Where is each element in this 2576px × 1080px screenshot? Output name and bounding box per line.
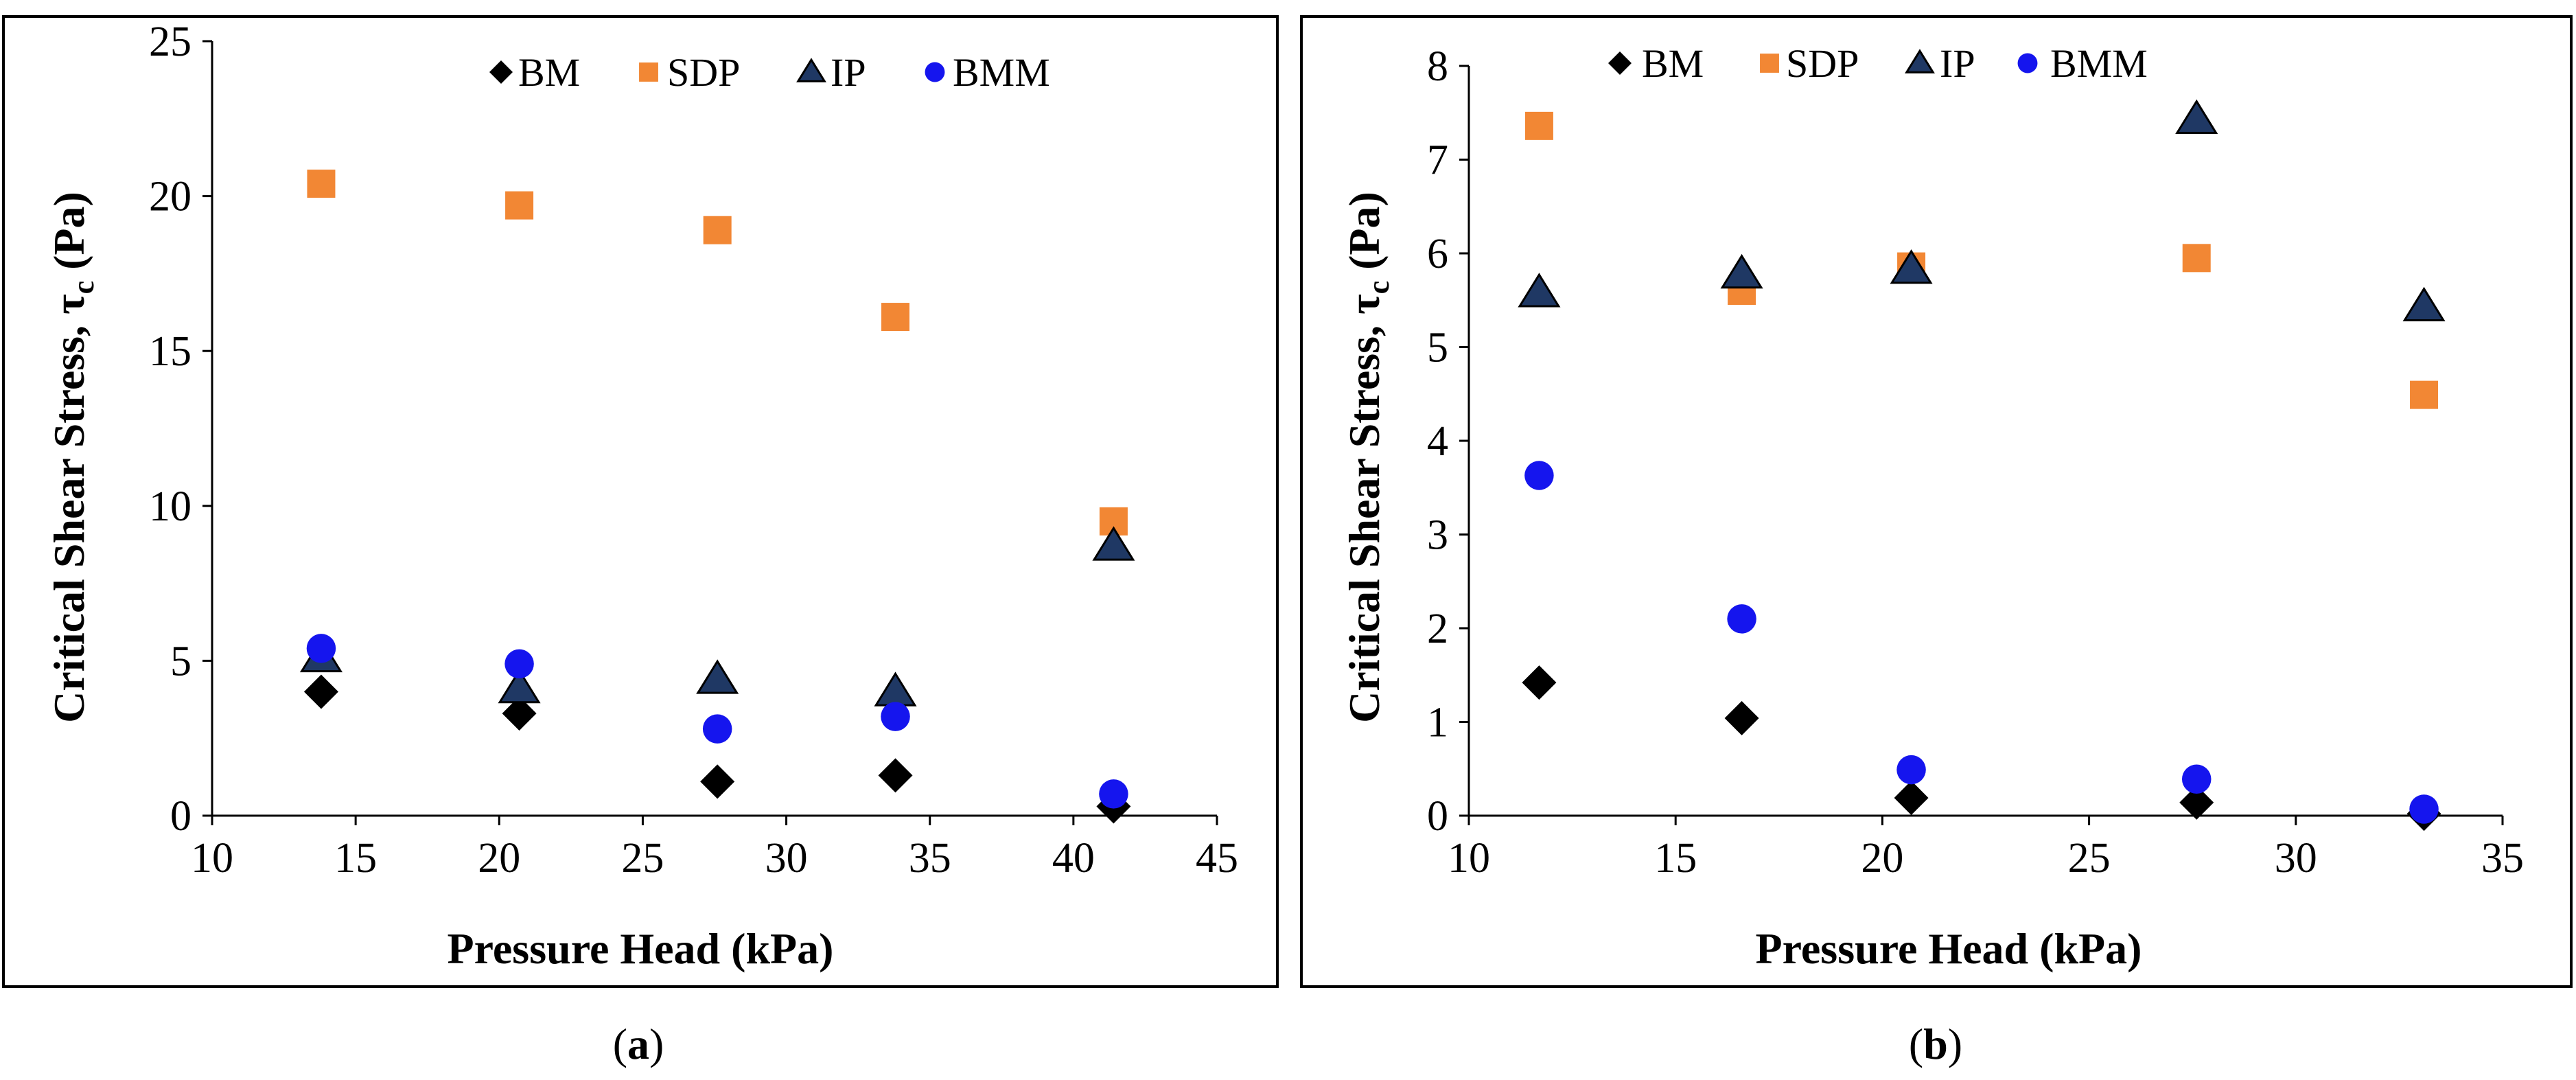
- marks-a: [299, 170, 1135, 824]
- x-tick-label: 35: [2481, 835, 2524, 882]
- point-bmm-b: [1524, 461, 1554, 490]
- x-tick-label: 15: [1654, 835, 1697, 882]
- point-bmm-a: [881, 702, 910, 731]
- point-sdp-b: [2410, 380, 2439, 409]
- y-tick-label: 3: [1427, 512, 1448, 559]
- legend-label-bm-b: BM: [1642, 41, 1704, 86]
- x-tick-label: 10: [191, 835, 233, 882]
- legend-marker-bm-b: [1608, 51, 1632, 75]
- point-ip-a: [874, 671, 917, 706]
- legend-marker-bmm-b: [2017, 53, 2038, 73]
- y-tick-label: 7: [1427, 137, 1448, 184]
- legend-marker-ip-a: [796, 58, 826, 82]
- point-sdp-b: [1524, 111, 1553, 140]
- ticks-a: 10 15 20 25 30 35 40 45 0 5 10 15 20 25: [149, 19, 1238, 882]
- y-tick-label: 2: [1427, 606, 1448, 652]
- legend-marker-bm-a: [489, 60, 513, 84]
- chart-panel-b: 10 15 20 25 30 35 0 1 2 3 4 5 6 7 8 BM SDP IP BMM Pressur…: [1300, 15, 2573, 1068]
- y-axis-title-a: Critical Shear Stress, τc (Pa): [45, 192, 100, 723]
- point-bmm-a: [702, 714, 732, 744]
- legend-label-sdp-b: SDP: [1786, 41, 1859, 86]
- ticks-b: 10 15 20 25 30 35 0 1 2 3 4 5 6 7 8: [1427, 43, 2524, 882]
- x-axis-title-a: Pressure Head (kPa): [448, 924, 834, 973]
- x-tick-label: 40: [1052, 835, 1095, 882]
- axes-a: [211, 41, 1217, 817]
- point-ip-a: [498, 668, 541, 704]
- x-tick-label: 25: [2068, 835, 2111, 882]
- point-bm-b: [2179, 785, 2214, 820]
- point-bmm-b: [2409, 794, 2439, 824]
- point-bmm-a: [1099, 779, 1128, 809]
- point-bm-b: [1522, 665, 1557, 700]
- y-tick-label: 5: [170, 638, 192, 685]
- x-tick-label: 10: [1448, 835, 1490, 882]
- point-bmm-b: [1896, 755, 1926, 785]
- y-tick-label: 15: [149, 328, 192, 375]
- axes-b: [1467, 66, 2503, 817]
- y-tick-label: 1: [1427, 700, 1448, 746]
- legend-label-sdp-a: SDP: [667, 50, 740, 95]
- x-tick-label: 20: [478, 835, 520, 882]
- legend-label-ip-b: IP: [1940, 41, 1975, 86]
- point-sdp-a: [881, 303, 910, 332]
- panel-label-b: (b): [1909, 1020, 1962, 1068]
- legend-marker-bmm-a: [925, 62, 945, 82]
- panel-label-a: (a): [613, 1020, 664, 1068]
- y-tick-label: 4: [1427, 418, 1448, 465]
- point-bm-a: [502, 696, 537, 731]
- point-ip-a: [696, 659, 739, 694]
- point-sdp-b: [2182, 244, 2211, 273]
- chart-frame-b: [1300, 15, 2573, 988]
- x-axis-title-b: Pressure Head (kPa): [1756, 924, 2142, 973]
- legend-b: BM SDP IP BMM: [1608, 41, 2148, 86]
- legend-label-ip-a: IP: [831, 50, 866, 95]
- point-sdp-a: [307, 170, 336, 198]
- x-tick-label: 25: [621, 835, 664, 882]
- y-tick-label: 10: [149, 483, 192, 530]
- x-tick-label: 15: [334, 835, 377, 882]
- chart-frame-a: [2, 15, 1279, 988]
- chart-panel-a: 10 15 20 25 30 35 40 45 0 5 10 15 20 25 BM SDP IP BMM Pr…: [2, 15, 1279, 1068]
- point-ip-a: [1092, 526, 1135, 561]
- point-bm-a: [303, 674, 338, 709]
- point-sdp-a: [703, 216, 732, 244]
- y-tick-label: 5: [1427, 325, 1448, 371]
- point-ip-b: [1720, 253, 1763, 289]
- point-sdp-a: [505, 191, 534, 220]
- point-bm-a: [700, 764, 735, 799]
- x-tick-label: 30: [765, 835, 808, 882]
- x-tick-label: 35: [909, 835, 951, 882]
- legend-a: BM SDP IP BMM: [489, 50, 1050, 95]
- point-bm-b: [1894, 781, 1929, 816]
- legend-label-bm-a: BM: [518, 50, 580, 95]
- y-tick-label: 25: [149, 19, 192, 65]
- legend-marker-sdp-a: [639, 62, 658, 82]
- x-tick-label: 30: [2275, 835, 2317, 882]
- point-bm-b: [1724, 701, 1759, 736]
- y-tick-label: 6: [1427, 231, 1448, 277]
- legend-marker-ip-b: [1905, 49, 1935, 73]
- marks-b: [1518, 99, 2446, 831]
- y-axis-title-b: Critical Shear Stress, τc (Pa): [1340, 192, 1395, 723]
- x-tick-label: 45: [1196, 835, 1238, 882]
- x-tick-label: 20: [1861, 835, 1903, 882]
- point-ip-b: [1518, 273, 1561, 308]
- point-bmm-b: [1727, 604, 1756, 634]
- point-ip-b: [2402, 286, 2446, 321]
- point-bmm-a: [504, 649, 534, 679]
- legend-label-bmm-a: BMM: [953, 50, 1050, 95]
- point-ip-b: [1890, 249, 1933, 284]
- point-bm-a: [878, 758, 913, 793]
- point-ip-b: [2175, 99, 2218, 134]
- y-tick-label: 0: [170, 793, 192, 840]
- point-bmm-b: [2181, 764, 2212, 794]
- legend-marker-sdp-b: [1760, 54, 1779, 73]
- legend-label-bmm-b: BMM: [2050, 41, 2148, 86]
- y-tick-label: 20: [149, 174, 192, 220]
- y-tick-label: 8: [1427, 43, 1448, 90]
- point-bmm-a: [306, 634, 336, 663]
- y-tick-label: 0: [1427, 793, 1448, 840]
